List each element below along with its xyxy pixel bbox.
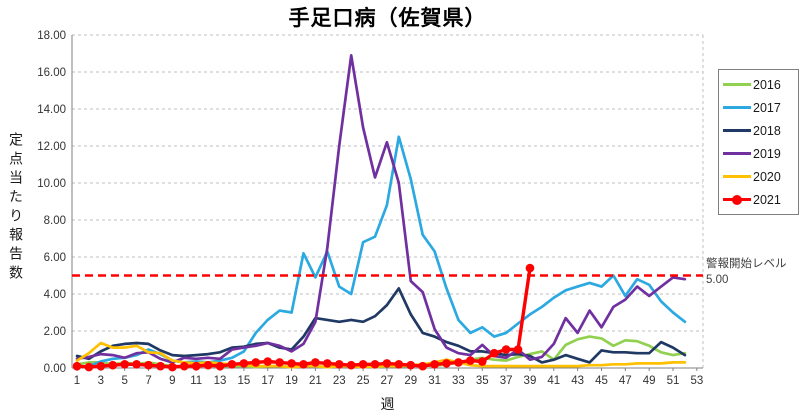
svg-text:16.00: 16.00 [37,67,66,79]
legend-line-2021-icon [723,194,751,205]
svg-text:6.00: 6.00 [44,252,66,264]
svg-text:47: 47 [619,375,632,387]
legend-line-2020-icon [723,175,751,178]
alert-level-value: 5.00 [706,273,729,286]
svg-text:4.00: 4.00 [44,289,66,301]
svg-text:43: 43 [571,375,584,387]
svg-text:9: 9 [169,375,175,387]
svg-text:11: 11 [190,375,202,387]
legend-line-2017-icon [723,106,751,109]
legend-label-2020: 2020 [753,169,781,184]
chart-title: 手足口病（佐賀県） [288,7,487,30]
svg-text:12.00: 12.00 [37,141,66,153]
svg-text:29: 29 [404,375,417,387]
legend-label-2016: 2016 [753,77,781,92]
svg-text:31: 31 [428,375,441,387]
svg-text:18.00: 18.00 [37,30,66,42]
svg-text:39: 39 [524,375,537,387]
alert-level-annotation: 警報開始レベル 5.00 [706,257,798,288]
svg-text:35: 35 [476,375,489,387]
svg-text:21: 21 [309,375,322,387]
x-axis-title: 週 [380,396,395,412]
legend-item-2017: 2017 [719,96,798,119]
legend-item-2021: 2021 [719,188,798,211]
svg-text:14.00: 14.00 [37,104,66,116]
svg-text:41: 41 [547,375,560,387]
legend-marker-dot-2021-icon [732,194,742,205]
legend-line-2016-icon [723,83,751,86]
svg-text:17: 17 [261,375,274,387]
svg-text:3: 3 [98,375,104,387]
svg-text:2.00: 2.00 [44,326,66,338]
legend-item-2018: 2018 [719,119,798,142]
legend-line-2019-icon [723,152,751,155]
svg-text:49: 49 [643,375,656,387]
svg-text:37: 37 [500,375,513,387]
legend-label-2018: 2018 [753,123,781,138]
svg-text:51: 51 [667,375,680,387]
svg-text:23: 23 [333,375,346,387]
svg-text:33: 33 [452,375,465,387]
svg-text:25: 25 [357,375,370,387]
legend-item-2020: 2020 [719,165,798,188]
svg-text:0.00: 0.00 [44,363,66,375]
svg-text:5: 5 [121,375,127,387]
legend-label-2017: 2017 [753,100,781,115]
svg-text:15: 15 [237,375,250,387]
alert-level-label: 警報開始レベル [706,258,787,270]
y-axis-title: 定点当たり報告数 [8,132,24,284]
legend-label-2019: 2019 [753,146,781,161]
svg-text:1: 1 [74,375,80,387]
svg-text:19: 19 [285,375,298,387]
svg-text:10.00: 10.00 [37,178,66,190]
svg-text:53: 53 [690,375,703,387]
legend-item-2019: 2019 [719,142,798,165]
svg-text:8.00: 8.00 [44,215,66,227]
svg-text:27: 27 [381,375,394,387]
svg-text:45: 45 [595,375,608,387]
svg-text:13: 13 [214,375,227,387]
svg-text:7: 7 [145,375,151,387]
legend-item-2016: 2016 [719,73,798,96]
legend-label-2021: 2021 [753,192,781,207]
legend-line-2018-icon [723,129,751,132]
legend-box: 2016 2017 2018 2019 2020 2021 [718,69,799,215]
